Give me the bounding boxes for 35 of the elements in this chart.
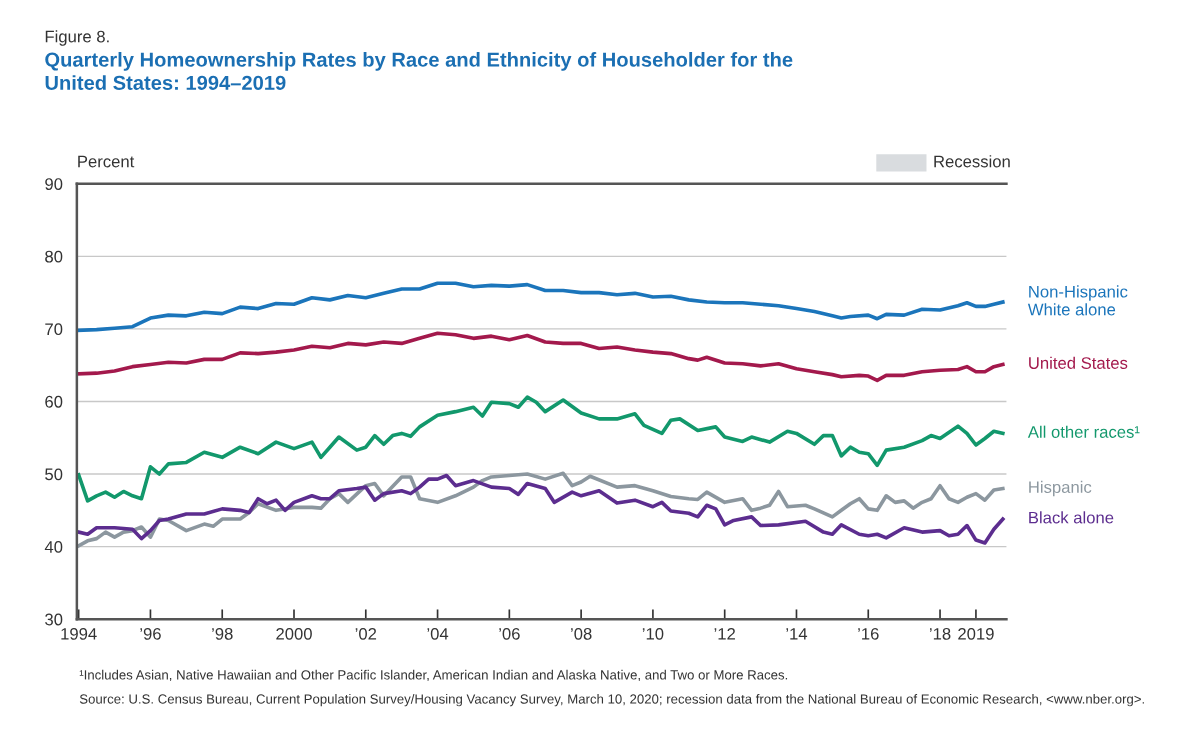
x-tick-label: ’12 [714, 627, 735, 640]
x-tick-label: 2000 [276, 627, 312, 640]
series-label: United States [1029, 356, 1128, 369]
y-tick-label: 70 [45, 323, 63, 336]
x-tick-label: ’18 [929, 627, 951, 640]
line-series [76, 331, 1005, 383]
y-tick-label: 80 [45, 250, 63, 263]
line-series [76, 281, 1005, 333]
series-label: Non-Hispanic White alone [1027, 285, 1128, 316]
x-tick-label: ’08 [571, 627, 592, 640]
y-tick-label: 60 [45, 395, 63, 408]
text: ¹Includes Asian, Native Hawaiian and Other Pacific Islander, American Indian and Alaska Native, and Two or More Races. [79, 669, 788, 682]
line-series [76, 395, 1005, 503]
text: Recession [934, 155, 1010, 168]
y-axis-title: Percent [78, 155, 135, 168]
y-tick-label: 30 [45, 613, 63, 626]
x-tick-label: 2019 [958, 627, 994, 640]
series-label: Black alone [1029, 511, 1114, 524]
x-tick-label: ’16 [858, 627, 879, 640]
x-tick-label: ’14 [786, 628, 808, 640]
y-tick-label: 90 [45, 178, 63, 190]
x-tick-label: ’10 [642, 627, 664, 640]
series-label: Hispanic [1029, 480, 1092, 497]
x-tick-label: ’96 [140, 627, 161, 640]
chart-title: Quarterly Homeownership Rates by Race and Ethnicity of Householder for the United States: 1994–2019 [45, 52, 793, 90]
caption: Figure 8. [45, 30, 109, 46]
y-tick-label: 50 [45, 468, 63, 481]
x-tick-label: ’98 [212, 627, 233, 640]
x-tick-label: 1994 [61, 627, 97, 640]
x-tick-label: ’06 [499, 627, 520, 640]
series-label: All other races¹ [1027, 425, 1140, 438]
source-note: Source: U.S. Census Bureau, Current Population Survey/Housing Vacancy Survey, March 10, 2020; recession data from the National Bureau of Economic Research, <www.nber.org>. [79, 694, 1144, 707]
y-tick-label: 40 [44, 541, 63, 553]
x-tick-label: ’04 [427, 627, 449, 640]
x-tick-label: ’02 [355, 627, 377, 640]
